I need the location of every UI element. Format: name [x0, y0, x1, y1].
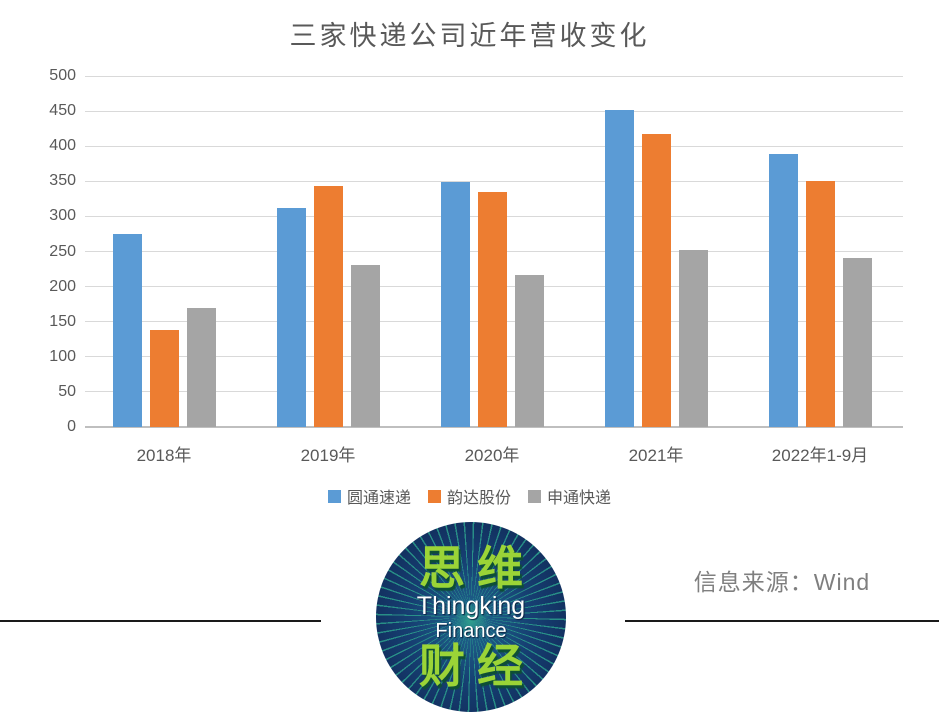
bar-韵达股份-2021年 [641, 134, 671, 427]
logo-bottom-text: 财经 [419, 640, 535, 692]
legend-label: 韵达股份 [446, 490, 511, 507]
bar-韵达股份-2018年 [149, 330, 179, 427]
y-axis-tick-label: 350 [49, 172, 76, 190]
legend-label: 申通快递 [547, 490, 612, 507]
legend-swatch-icon [427, 489, 441, 503]
y-axis-tick-label: 300 [49, 207, 76, 225]
gridline [85, 110, 903, 112]
bar-圆通速递-2019年 [276, 207, 306, 427]
y-axis-tick-label: 200 [49, 277, 76, 295]
legend-item-韵达股份: 韵达股份 [427, 484, 511, 508]
legend-label: 圆通速递 [346, 490, 411, 507]
x-axis-line [85, 426, 903, 428]
gridline [85, 180, 903, 182]
gridline [85, 75, 903, 77]
legend: 圆通速递 韵达股份 申通快递 [0, 484, 939, 508]
logo-middle-line1: Thingking [416, 592, 526, 620]
bar-韵达股份-2022年1-9月 [805, 180, 835, 427]
x-axis-tick-label: 2020年 [464, 446, 520, 465]
y-axis-tick-label: 250 [49, 242, 76, 260]
footer-divider-left [0, 620, 321, 622]
legend-item-申通快递: 申通快递 [528, 484, 611, 508]
bar-申通快递-2019年 [350, 264, 380, 427]
bar-韵达股份-2019年 [313, 185, 343, 427]
x-axis-tick-label: 2018年 [136, 446, 192, 465]
footer-divider-right [625, 620, 939, 622]
y-axis-tick-label: 450 [49, 102, 76, 120]
bar-圆通速递-2021年 [604, 110, 634, 427]
brand-logo-badge: 思维 Thingking Finance 财经 [376, 522, 566, 712]
bar-申通快递-2018年 [186, 307, 216, 427]
gridline [85, 145, 903, 147]
bar-圆通速递-2022年1-9月 [768, 153, 798, 427]
data-source-note: 信息来源：Wind [693, 569, 871, 595]
y-axis-tick-label: 400 [49, 137, 76, 155]
logo-top-text: 思维 [419, 542, 535, 594]
x-axis-tick-label: 2019年 [300, 446, 356, 465]
legend-swatch-icon [327, 489, 341, 503]
y-axis-tick-label: 50 [58, 382, 76, 400]
legend-swatch-icon [528, 489, 541, 503]
legend-item-圆通速递: 圆通速递 [327, 484, 411, 508]
y-axis-tick-label: 150 [49, 312, 76, 330]
y-axis-tick-label: 500 [49, 67, 76, 84]
y-axis-tick-label: 100 [49, 347, 76, 365]
chart-title: 三家快递公司近年营收变化 [289, 21, 650, 51]
bar-圆通速递-2020年 [440, 182, 470, 427]
bar-圆通速递-2018年 [112, 233, 142, 427]
x-axis-tick-label: 2022年1-9月 [771, 446, 869, 465]
x-axis-tick-label: 2021年 [628, 446, 684, 465]
logo-middle-line2: Finance [435, 620, 507, 642]
bar-申通快递-2022年1-9月 [842, 257, 872, 427]
bar-申通快递-2020年 [514, 275, 544, 427]
bar-韵达股份-2020年 [477, 191, 507, 427]
bar-申通快递-2021年 [678, 250, 708, 427]
y-axis-tick-label: 0 [67, 418, 76, 435]
